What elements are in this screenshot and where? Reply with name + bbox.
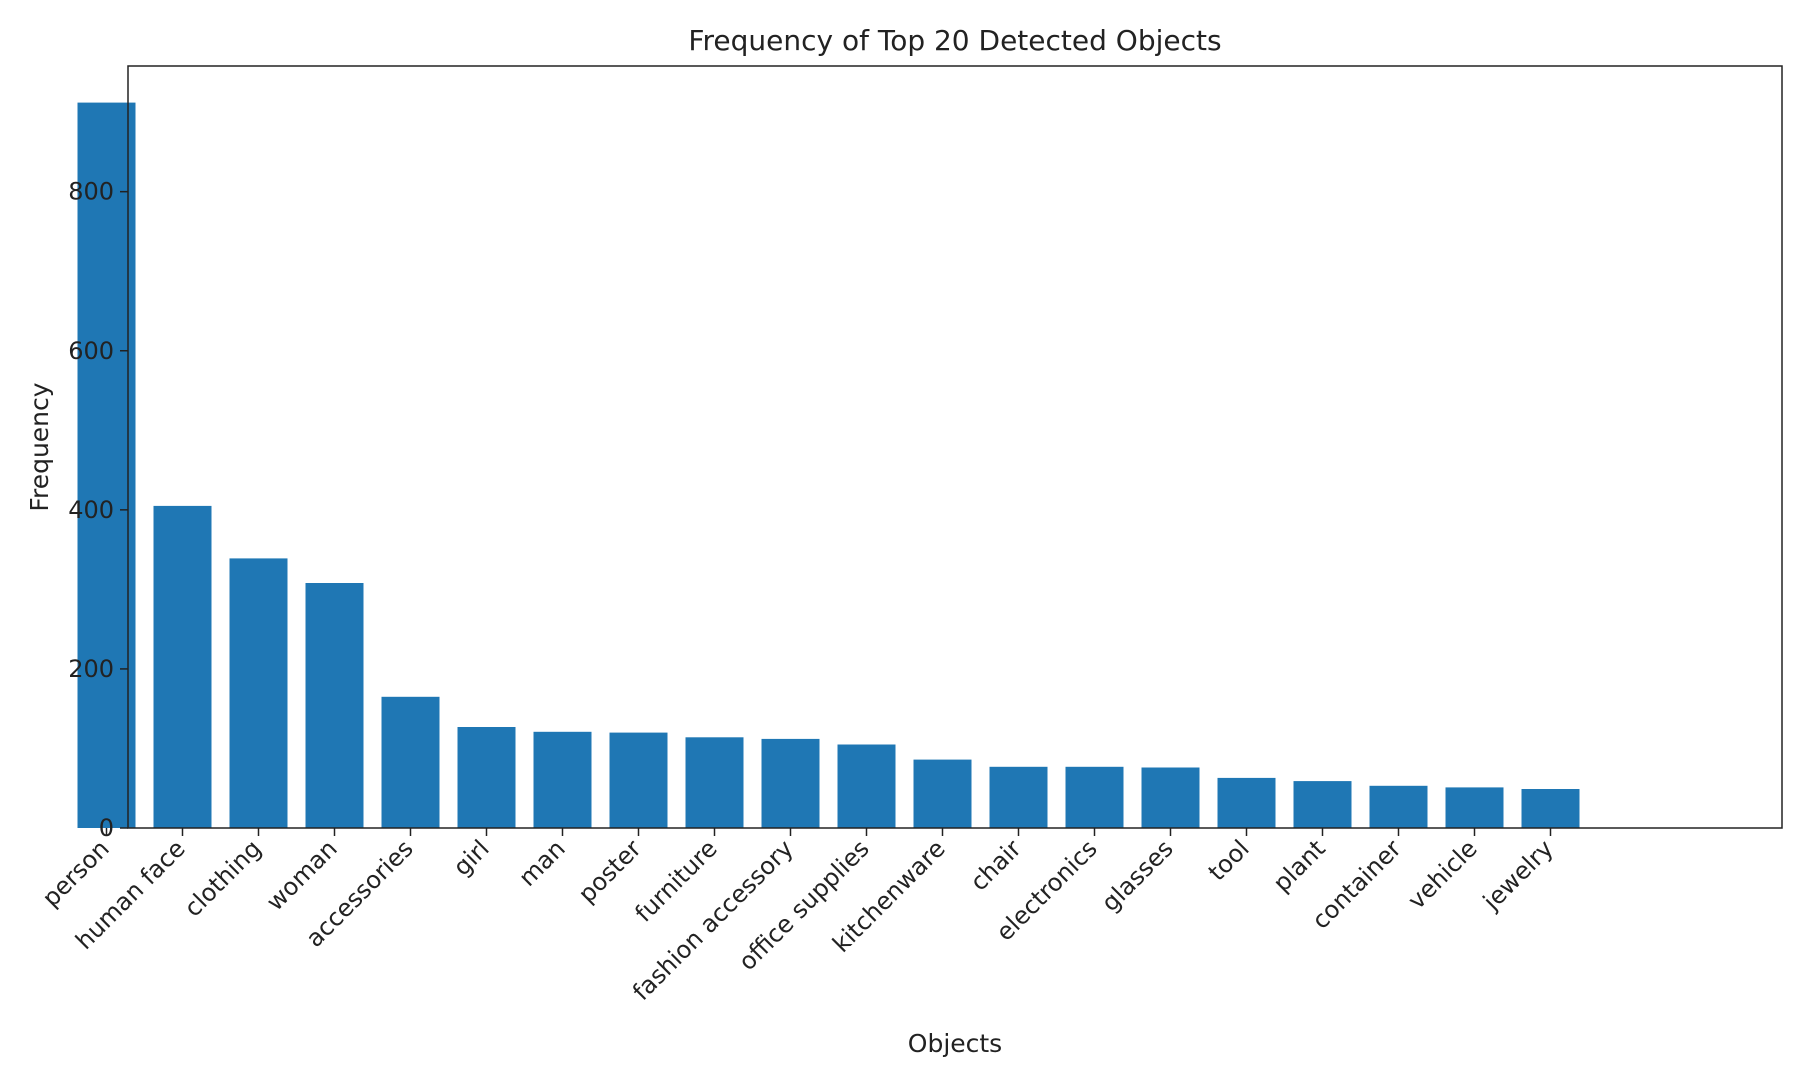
chart-title: Frequency of Top 20 Detected Objects xyxy=(688,24,1221,57)
x-tick-label: clothing xyxy=(179,834,267,922)
bar-fashion-accessory xyxy=(761,738,820,828)
bar-office-supplies xyxy=(837,744,896,828)
plot-frame xyxy=(127,65,1783,829)
bar-accessories xyxy=(381,696,440,828)
x-tick-label: office supplies xyxy=(733,834,875,976)
x-tick-label: tool xyxy=(1203,834,1255,886)
bar-vehicle xyxy=(1445,787,1504,828)
x-tick-label: plant xyxy=(1268,834,1331,897)
y-tick-label: 800 xyxy=(68,178,114,206)
bar-kitchenware xyxy=(913,759,972,828)
bar-electronics xyxy=(1065,766,1124,828)
x-tick-label: jewelry xyxy=(1477,834,1559,916)
y-tick-label: 400 xyxy=(68,496,114,524)
x-tick-label: man xyxy=(513,834,570,891)
bar-plant xyxy=(1293,781,1352,828)
y-axis-label: Frequency xyxy=(25,382,54,511)
x-tick-label: poster xyxy=(573,834,647,908)
bar-girl xyxy=(457,727,516,828)
bar-clothing xyxy=(229,558,288,828)
bars-group xyxy=(77,102,1580,829)
bar-tool xyxy=(1217,777,1276,828)
bar-human-face xyxy=(153,505,212,828)
bar-person xyxy=(77,102,136,829)
bar-poster xyxy=(609,732,668,828)
y-tick-label: 600 xyxy=(68,337,114,365)
x-tick-label: vehicle xyxy=(1402,834,1482,914)
x-axis-label: Objects xyxy=(908,1029,1002,1058)
bar-woman xyxy=(305,583,364,828)
y-tick-label: 200 xyxy=(68,655,114,683)
x-tick-label: girl xyxy=(448,834,495,881)
bar-container xyxy=(1369,785,1428,828)
bar-man xyxy=(533,731,592,828)
x-tick-label: chair xyxy=(965,834,1027,896)
bar-furniture xyxy=(685,737,744,828)
x-tick-label: glasses xyxy=(1096,834,1179,917)
bar-chair xyxy=(989,766,1048,828)
bar-jewelry xyxy=(1521,789,1580,828)
bar-glasses xyxy=(1141,767,1200,828)
x-tick-label: person xyxy=(37,834,115,912)
